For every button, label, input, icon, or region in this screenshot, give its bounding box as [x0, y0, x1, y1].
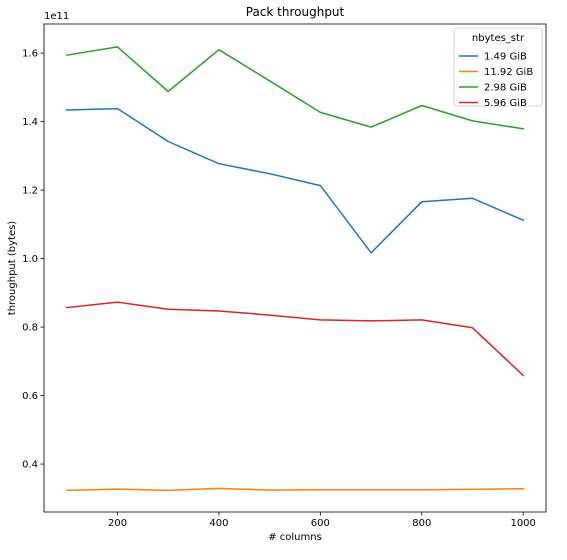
x-tick-label: 400 — [209, 518, 228, 529]
y-tick-label: 0.8 — [22, 323, 38, 334]
series-line-1 — [66, 487, 524, 492]
axis-ticks: 200 400 600 800 1000 0.4 0.6 0.8 1.0 1.2 1.4 1.6 — [22, 49, 536, 529]
chart-title: Pack throughput — [246, 5, 345, 19]
series-line-0 — [66, 107, 525, 254]
legend: nbytes_str 1.49 GiB 11.92 GiB 2.98 GiB 5.96 … — [453, 27, 543, 109]
legend-label-0: 1.49 GiB — [484, 52, 527, 63]
y-tick-label: 1.6 — [22, 49, 38, 60]
series-line-2 — [65, 46, 525, 130]
series-line-3 — [65, 301, 525, 377]
y-tick-label: 1.4 — [22, 117, 38, 128]
x-axis-label: # columns — [268, 532, 322, 543]
y-tick-label: 0.4 — [22, 460, 38, 471]
x-tick-label: 200 — [108, 518, 127, 529]
x-tick-label: 600 — [311, 518, 330, 529]
legend-label-2: 2.98 GiB — [484, 83, 527, 94]
y-tick-label: 1.2 — [22, 186, 38, 197]
y-tick-label: 0.6 — [22, 391, 38, 402]
y-axis-offset-label: 1e11 — [44, 11, 69, 22]
x-tick-label: 1000 — [510, 518, 535, 529]
legend-title: nbytes_str — [472, 33, 525, 44]
plot-area — [43, 23, 547, 513]
legend-label-3: 5.96 GiB — [484, 98, 527, 109]
legend-label-1: 11.92 GiB — [484, 67, 533, 78]
y-tick-label: 1.0 — [22, 254, 38, 265]
x-tick-label: 800 — [412, 518, 431, 529]
y-axis-label: throughput (bytes) — [7, 221, 18, 316]
axes-frame — [43, 23, 547, 513]
